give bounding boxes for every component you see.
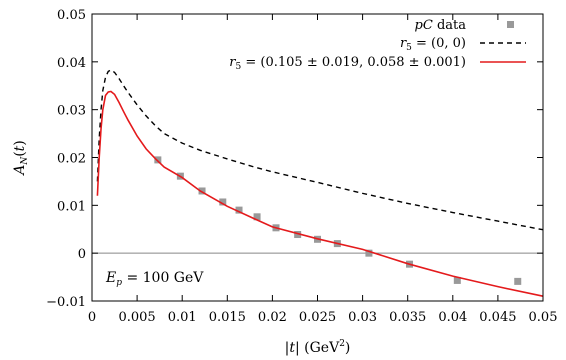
y-tick-label: 0 [78, 247, 86, 262]
x-tick-label: 0.005 [118, 310, 155, 325]
x-tick-label: 0.03 [348, 310, 377, 325]
series-line-r5-zero [96, 69, 544, 231]
data-point [219, 198, 227, 206]
y-tick-label: 0.04 [57, 56, 86, 71]
data-point [253, 213, 261, 221]
legend-label-r5-fit: r5 = (0.105 ± 0.019, 0.058 ± 0.001) [229, 55, 466, 72]
series-line-r5-fit [96, 90, 544, 298]
y-tick-label: 0.01 [57, 199, 86, 214]
x-tick-label: 0 [88, 310, 96, 325]
y-tick-label: 0.03 [57, 104, 86, 119]
data-point [294, 231, 302, 239]
legend: pC data r5 = (0, 0) r5 = (0.105 ± 0.019,… [229, 18, 526, 72]
data-point [154, 156, 162, 164]
legend-label-pc-data: pC data [415, 18, 467, 33]
energy-annotation: Ep = 100 GeV [105, 270, 204, 288]
x-tick-label: 0.04 [438, 310, 467, 325]
data-point [453, 276, 461, 284]
data-point [365, 249, 373, 257]
legend-swatch-pc-data [507, 21, 514, 28]
y-tick-label: 0.02 [57, 152, 86, 167]
ticks-layer: 0 0.005 0.01 0.015 0.02 0.025 0.03 0.035 0.04 0.0… [46, 8, 557, 325]
x-tick-label: 0.025 [299, 310, 336, 325]
legend-label-r5-zero: r5 = (0, 0) [400, 36, 466, 53]
x-tick-label: 0.035 [389, 310, 426, 325]
x-tick-label: 0.01 [168, 310, 197, 325]
y-tick-label: 0.05 [57, 8, 86, 23]
data-point [198, 187, 206, 195]
x-tick-label: 0.05 [529, 310, 558, 325]
series-layer [96, 69, 544, 298]
data-point [514, 277, 522, 285]
x-tick-label: 0.015 [209, 310, 246, 325]
x-tick-label: 0.045 [479, 310, 516, 325]
data-point [235, 206, 243, 214]
y-axis-label: AN(t) [12, 140, 30, 177]
x-tick-label: 0.02 [258, 310, 287, 325]
y-tick-label: −0.01 [46, 295, 86, 310]
x-axis-label: |t| (GeV2) [285, 339, 351, 356]
